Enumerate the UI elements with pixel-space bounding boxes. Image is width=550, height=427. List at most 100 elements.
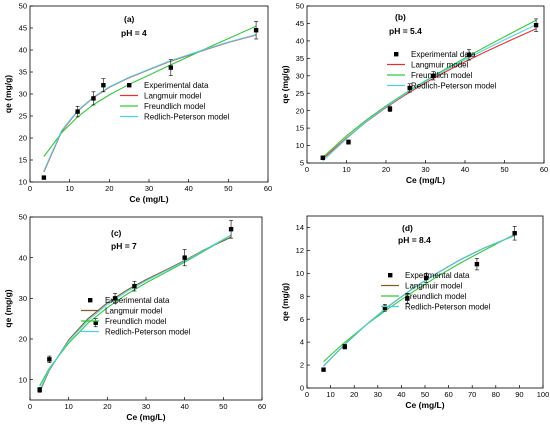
legend-entry: Freundlich model [411, 71, 473, 80]
y-tick-label: 35 [296, 54, 304, 63]
x-tick-label: 60 [264, 184, 272, 193]
legend-entry: Redlich-Peterson model [411, 82, 497, 91]
x-axis-label: Ce (mg/L) [129, 194, 168, 204]
data-point [431, 73, 436, 78]
y-axis-label: qe (mg/g) [3, 289, 13, 327]
x-tick-label: 40 [461, 165, 469, 174]
legend-entry: Redlich-Peterson model [105, 328, 191, 337]
y-tick-label: 45 [19, 24, 27, 33]
data-point [346, 139, 351, 145]
y-tick-label: 30 [19, 294, 27, 303]
x-tick-label: 0 [28, 402, 32, 411]
y-tick-label: 30 [19, 90, 27, 99]
x-tick-label: 0 [305, 390, 309, 399]
x-tick-label: 30 [421, 165, 429, 174]
x-tick-label: 60 [258, 402, 266, 411]
data-point [41, 175, 47, 180]
y-tick-label: 40 [296, 36, 304, 45]
legend-marker [88, 298, 93, 303]
y-tick-label: 50 [19, 213, 27, 222]
legend-marker [127, 83, 132, 88]
x-tick-label: 50 [219, 402, 227, 411]
y-tick-label: 5 [300, 159, 304, 168]
x-tick-label: 80 [492, 390, 500, 399]
x-tick-label: 20 [105, 184, 113, 193]
series-line-redlich-peterson-model [322, 24, 537, 162]
data-point [321, 367, 326, 372]
ph-annotation: pH = 7 [111, 241, 137, 251]
series-line-redlich-peterson-model [323, 234, 515, 367]
data-point [37, 387, 42, 393]
y-tick-label: 50 [296, 2, 304, 11]
y-tick-label: 30 [296, 71, 304, 80]
legend-entry: Freundlich model [405, 292, 467, 301]
panel-label: (b) [395, 12, 406, 22]
y-tick-label: 45 [296, 19, 304, 28]
series-line-redlich-peterson-model [43, 33, 257, 172]
legend-entry: Experimental data [105, 296, 170, 305]
y-tick-label: 35 [19, 68, 27, 77]
y-tick-label: 20 [296, 106, 304, 115]
y-tick-label: 40 [19, 46, 27, 55]
legend-marker [388, 273, 393, 278]
x-tick-label: 30 [145, 184, 153, 193]
y-tick-label: 4 [300, 338, 304, 347]
legend-marker [394, 52, 399, 57]
panel-label: (c) [111, 228, 122, 238]
y-tick-label: 20 [19, 134, 27, 143]
y-tick-label: 8 [300, 292, 304, 301]
x-tick-label: 50 [421, 390, 429, 399]
panel-label: (a) [124, 14, 135, 24]
data-point [112, 296, 118, 301]
legend-entry: Experimental data [144, 81, 209, 90]
data-point [93, 320, 98, 325]
x-axis-label: Ce (mg/L) [126, 412, 165, 422]
legend-entry: Freundlich model [144, 102, 206, 111]
legend-entry: Langmuir model [405, 282, 463, 291]
chart-panel-c: 0 10 20 30 40 50 60 10 20 30 40 50 Ce (mg/L) qe (mg/g… [3, 213, 266, 422]
data-point [75, 109, 80, 114]
y-tick-label: 6 [300, 315, 304, 324]
x-tick-label: 10 [326, 390, 334, 399]
data-point [512, 231, 517, 236]
x-tick-label: 60 [540, 165, 548, 174]
x-tick-label: 100 [537, 390, 550, 399]
x-tick-label: 70 [468, 390, 476, 399]
data-point [101, 83, 106, 88]
chart-panel-d: 0 10 20 30 40 50 60 70 80 90 100 0 2 4 6 8 10 12 14 Ce (mg/… [280, 215, 550, 410]
x-tick-label: 30 [374, 390, 382, 399]
data-point [533, 22, 539, 28]
x-tick-label: 20 [103, 402, 111, 411]
x-tick-label: 40 [397, 390, 405, 399]
data-point [253, 28, 259, 33]
legend-entry: Experimental data [405, 271, 470, 280]
x-axis-label: Ce (mg/L) [406, 175, 445, 185]
data-point [474, 261, 480, 267]
y-tick-label: 10 [296, 269, 304, 278]
data-point [320, 155, 325, 160]
y-tick-label: 50 [19, 2, 27, 11]
y-tick-label: 0 [300, 384, 304, 393]
x-tick-label: 90 [515, 390, 523, 399]
data-point [342, 344, 347, 349]
legend-entry: Langmuir model [105, 307, 163, 316]
series-line-langmuir-model [322, 28, 537, 160]
data-point [382, 305, 388, 310]
x-tick-label: 60 [444, 390, 452, 399]
legend-entry: Experimental data [411, 50, 476, 59]
series-line-freundlich-model [323, 233, 515, 363]
x-tick-label: 0 [305, 165, 309, 174]
y-axis-label: qe (mg/g) [3, 75, 13, 113]
x-tick-label: 0 [28, 184, 32, 193]
data-point [91, 96, 96, 101]
series-line-redlich-peterson-model [39, 234, 232, 391]
data-point [228, 227, 234, 232]
x-tick-label: 40 [180, 402, 188, 411]
data-point [407, 85, 412, 91]
y-tick-label: 10 [296, 141, 304, 150]
data-point [387, 106, 393, 112]
x-tick-label: 50 [224, 184, 232, 193]
y-tick-label: 25 [19, 112, 27, 121]
y-axis-label: qe (mg/g) [280, 65, 290, 103]
